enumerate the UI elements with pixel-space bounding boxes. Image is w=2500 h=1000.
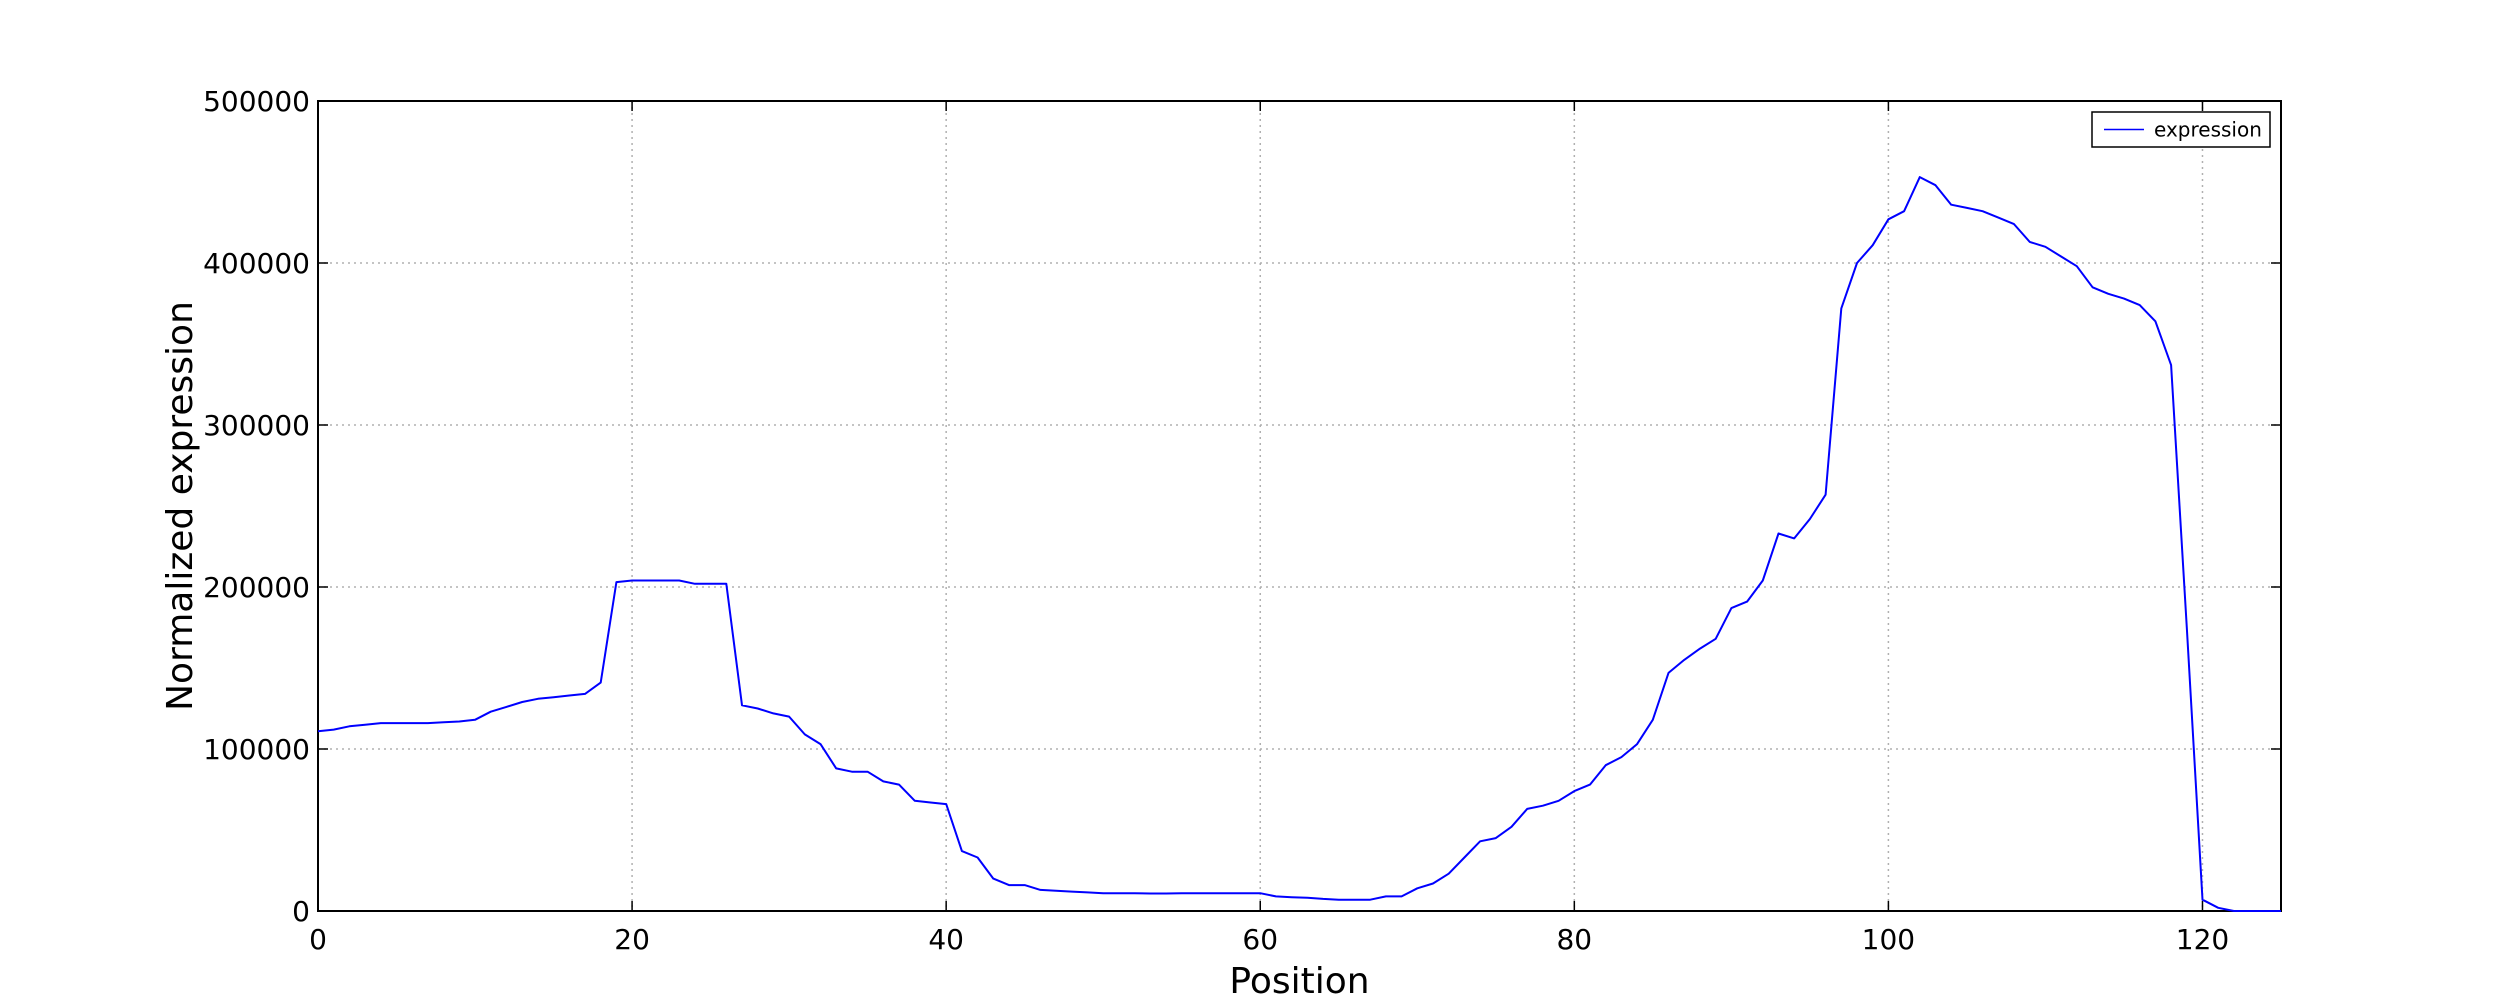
x-tick-label: 40 — [928, 923, 964, 956]
y-axis: 0 100000 200000 300000 400000 500000 — [203, 85, 2281, 928]
y-axis-title: Normalized expression — [160, 301, 201, 711]
series-lines — [317, 176, 2281, 912]
legend-label: expression — [2154, 118, 2262, 142]
x-tick-label: 100 — [1862, 923, 1915, 956]
x-tick-label: 80 — [1556, 923, 1592, 956]
x-tick-label: 60 — [1242, 923, 1278, 956]
x-tick-label: 0 — [309, 923, 327, 956]
x-axis: 0 20 40 60 80 100 120 — [309, 101, 2229, 956]
y-tick-label: 300000 — [203, 409, 310, 442]
y-tick-label: 400000 — [203, 247, 310, 280]
x-axis-title: Position — [1229, 961, 1369, 1000]
series-line-expression — [317, 176, 2281, 912]
y-tick-label: 200000 — [203, 571, 310, 604]
x-tick-label: 120 — [2176, 923, 2229, 956]
legend: expression — [2091, 111, 2271, 148]
y-tick-label: 500000 — [203, 85, 310, 118]
plot-area — [317, 100, 2282, 912]
x-tick-label: 20 — [614, 923, 650, 956]
grid-lines — [318, 101, 2281, 911]
y-tick-label: 100000 — [203, 733, 310, 766]
y-tick-label: 0 — [292, 895, 310, 928]
